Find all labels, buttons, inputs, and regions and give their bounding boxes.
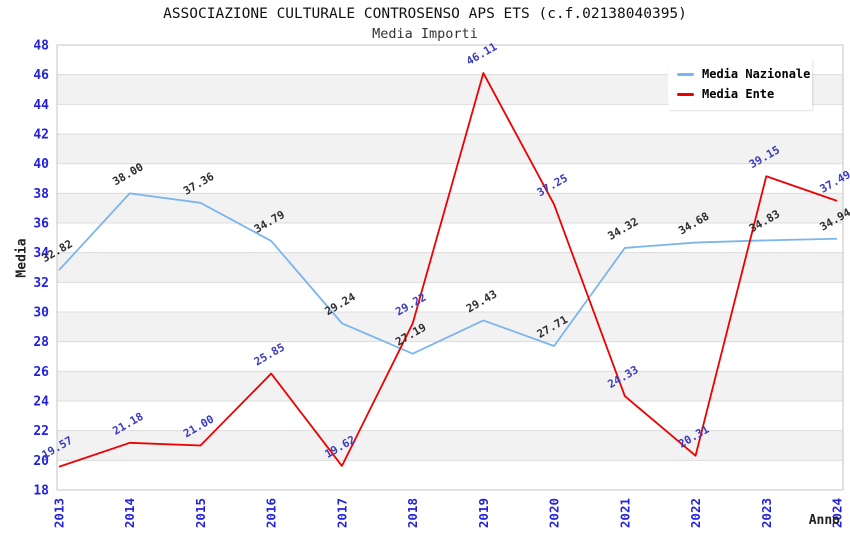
y-tick-label: 26 <box>33 365 49 380</box>
legend-swatch-media-ente-icon <box>677 92 694 96</box>
y-tick-label: 34 <box>33 246 49 261</box>
x-tick-label: 2019 <box>476 498 491 528</box>
x-tick-label: 2017 <box>334 498 349 528</box>
x-tick-label: 2022 <box>688 498 703 528</box>
plot-band <box>57 371 843 401</box>
y-tick-label: 40 <box>33 157 49 172</box>
y-tick-label: 30 <box>33 306 49 321</box>
legend-item-media-ente: Media Ente <box>677 84 812 104</box>
series-line-media-nazionale <box>58 192 838 355</box>
plot-band <box>57 282 843 312</box>
chart-subtitle: Media Importi <box>372 26 478 42</box>
x-tick-label: 2024 <box>830 498 845 528</box>
plot-band <box>57 223 843 253</box>
x-tick-label: 2023 <box>759 498 774 528</box>
legend-item-media-nazionale: Media Nazionale <box>677 64 812 84</box>
legend-label-media-nazionale: Media Nazionale <box>702 67 811 81</box>
y-tick-label: 42 <box>33 128 49 143</box>
chart-title: ASSOCIAZIONE CULTURALE CONTROSENSO APS E… <box>163 6 687 22</box>
y-tick-label: 18 <box>33 484 49 499</box>
y-tick-label: 22 <box>33 424 49 439</box>
legend: Media Nazionale Media Ente <box>668 58 812 110</box>
x-axis-title: Anno <box>808 513 840 528</box>
plot-band <box>57 460 843 490</box>
plot-band <box>57 430 843 461</box>
x-tick-label: 2013 <box>52 498 67 528</box>
x-tick-label: 2014 <box>122 498 137 528</box>
plot-border <box>56 44 844 491</box>
plot-band <box>57 193 843 223</box>
x-tick-label: 2018 <box>405 498 420 528</box>
x-tick-label: 2015 <box>193 498 208 528</box>
y-tick-label: 38 <box>33 187 49 202</box>
x-tick-label: 2020 <box>547 498 562 528</box>
plot-band <box>57 134 843 164</box>
y-axis-title: Media <box>14 238 30 278</box>
y-tick-label: 44 <box>33 98 49 113</box>
legend-label-media-ente: Media Ente <box>702 87 775 101</box>
y-tick-label: 46 <box>33 68 49 83</box>
y-tick-label: 28 <box>33 335 49 350</box>
plot-band <box>57 252 843 283</box>
x-tick-label: 2016 <box>264 498 279 528</box>
y-tick-label: 48 <box>33 39 49 54</box>
x-tick-label: 2021 <box>617 498 632 528</box>
plot-band <box>57 341 843 372</box>
legend-swatch-media-nazionale-icon <box>677 72 694 76</box>
y-tick-label: 32 <box>33 276 49 291</box>
y-tick-label: 24 <box>33 395 49 410</box>
y-tick-label: 20 <box>33 454 49 469</box>
plot-band <box>57 401 843 431</box>
series-line-media-ente <box>58 72 838 468</box>
y-tick-label: 36 <box>33 217 49 232</box>
